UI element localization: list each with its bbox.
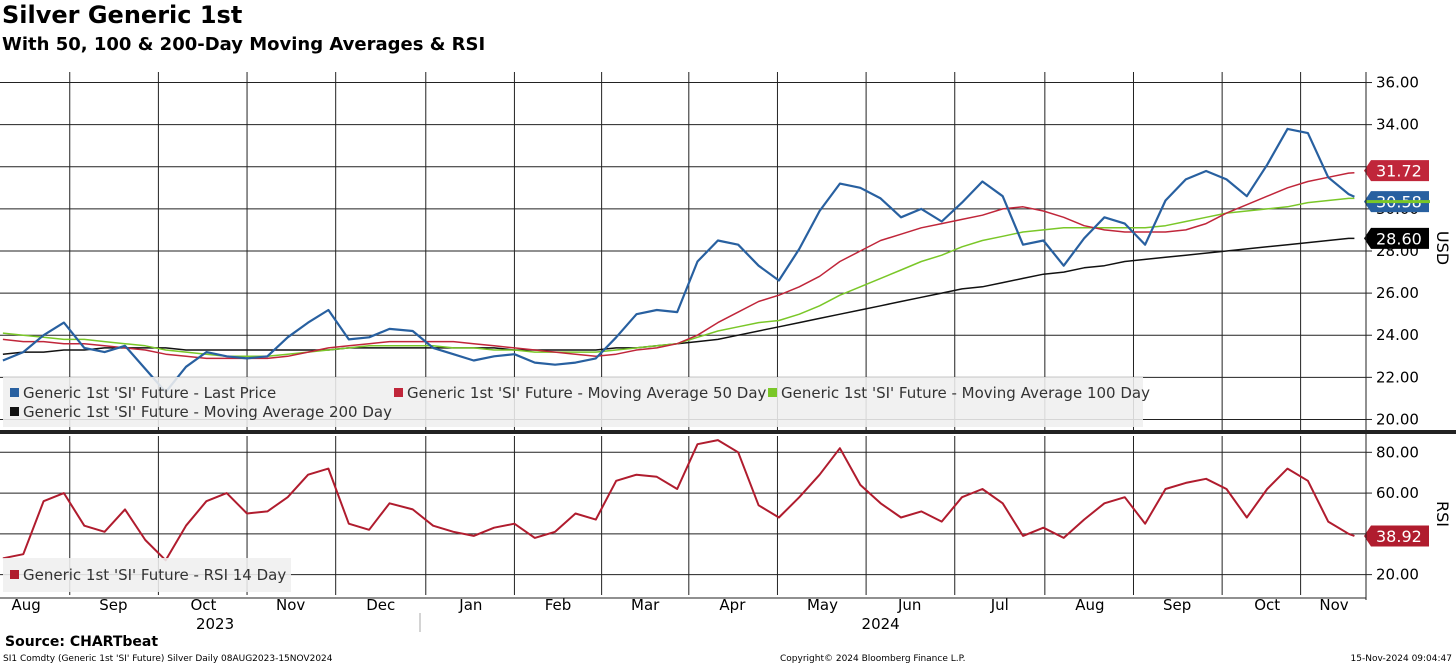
series-line-ma100 <box>2 197 1355 358</box>
x-tick-label-month: Nov <box>276 596 305 614</box>
rsi-y-tick-label: 60.00 <box>1376 484 1419 502</box>
x-tick-label-month: Oct <box>190 596 216 614</box>
x-tick-label-month: Apr <box>719 596 746 614</box>
source-note: Source: CHARTbeat <box>5 634 159 650</box>
legend-price: Generic 1st 'SI' Future - Last Price Gen… <box>10 384 1150 421</box>
ma100-last-value-tag <box>1366 200 1430 204</box>
chart-title: Silver Generic 1st <box>2 1 243 29</box>
ma200-last-value-tag <box>1364 227 1429 249</box>
chart-area: Generic 1st 'SI' Future - Last Price Gen… <box>0 72 1456 633</box>
legend-rsi: Generic 1st 'SI' Future - RSI 14 Day <box>10 566 286 584</box>
legend-label-last-price: Generic 1st 'SI' Future - Last Price <box>23 384 276 402</box>
series-line-last-price <box>2 127 1355 394</box>
x-tick-label-month: Dec <box>366 596 395 614</box>
legend-label-ma200: Generic 1st 'SI' Future - Moving Average… <box>23 403 392 421</box>
x-tick-label-month: Oct <box>1254 596 1280 614</box>
ma200-last-value-label: 28.60 <box>1376 229 1422 248</box>
legend-box-rsi <box>3 558 291 592</box>
legend-swatch-last-price <box>10 388 19 397</box>
footer-left: SI1 Comdty (Generic 1st 'SI' Future) Sil… <box>3 654 333 664</box>
legend-box-price <box>3 377 1143 427</box>
x-tick-label-year: 2023 <box>196 615 234 633</box>
price-y-tick-label: 36.00 <box>1376 74 1419 92</box>
legend-label-rsi: Generic 1st 'SI' Future - RSI 14 Day <box>23 566 286 584</box>
ma50-last-value-tag <box>1364 160 1429 182</box>
x-tick-label-month: Mar <box>631 596 660 614</box>
price-y-tick-label: 34.00 <box>1376 116 1419 134</box>
x-tick-label-month: Jun <box>897 596 921 614</box>
x-tick-label-month: Sep <box>99 596 127 614</box>
rsi-last-value-label: 38.92 <box>1376 527 1422 546</box>
x-tick-label-month: Nov <box>1319 596 1348 614</box>
rsi-last-value-tag <box>1364 525 1429 547</box>
x-tick-label-month: Aug <box>12 596 41 614</box>
rsi-y-axis: 20.00 60.00 80.00 <box>1366 443 1419 584</box>
series-line-ma200 <box>2 237 1355 355</box>
x-tick-label-month: Jan <box>458 596 482 614</box>
panel-divider <box>0 430 1456 434</box>
x-tick-label-month: Feb <box>545 596 572 614</box>
rsi-y-axis-title: RSI <box>1433 501 1452 527</box>
x-tick-label-month: Jul <box>990 596 1009 614</box>
footer-right: 15-Nov-2024 09:04:47 <box>1350 654 1452 664</box>
price-y-tick-label: 20.00 <box>1376 410 1419 428</box>
price-y-axis-title: USD <box>1433 231 1452 265</box>
chart-subtitle: With 50, 100 & 200-Day Moving Averages &… <box>2 34 486 55</box>
x-tick-label-month: May <box>807 596 838 614</box>
ma50-last-value-label: 31.72 <box>1376 162 1422 181</box>
legend-label-ma50: Generic 1st 'SI' Future - Moving Average… <box>407 384 767 402</box>
legend-swatch-ma50 <box>394 388 403 397</box>
legend-label-ma100: Generic 1st 'SI' Future - Moving Average… <box>781 384 1150 402</box>
x-tick-label-month: Aug <box>1075 596 1104 614</box>
price-y-tick-label: 22.00 <box>1376 368 1419 386</box>
rsi-y-tick-label: 80.00 <box>1376 443 1419 461</box>
price-y-axis: 20.0022.0024.0026.0028.0030.0032.0034.00… <box>1366 74 1419 428</box>
price-y-tick-label: 24.00 <box>1376 326 1419 344</box>
x-tick-label-year: 2024 <box>862 615 900 633</box>
ma100-last-value-marker <box>1366 200 1430 204</box>
legend-swatch-ma100 <box>768 388 777 397</box>
legend-swatch-rsi <box>10 570 19 579</box>
series-line-rsi <box>2 439 1355 562</box>
price-series <box>2 127 1355 394</box>
price-y-tick-label: 26.00 <box>1376 284 1419 302</box>
series-line-ma50 <box>2 171 1355 360</box>
rsi-y-tick-label: 20.00 <box>1376 566 1419 584</box>
legend-swatch-ma200 <box>10 407 19 416</box>
rsi-series <box>2 439 1355 562</box>
footer-center: Copyright© 2024 Bloomberg Finance L.P. <box>780 654 966 664</box>
x-axis: Aug Sep Oct Nov Dec Jan Feb Mar Apr May Jun Jul Aug S… <box>12 596 1349 633</box>
price-grid <box>0 72 1366 430</box>
x-tick-label-month: Sep <box>1163 596 1191 614</box>
